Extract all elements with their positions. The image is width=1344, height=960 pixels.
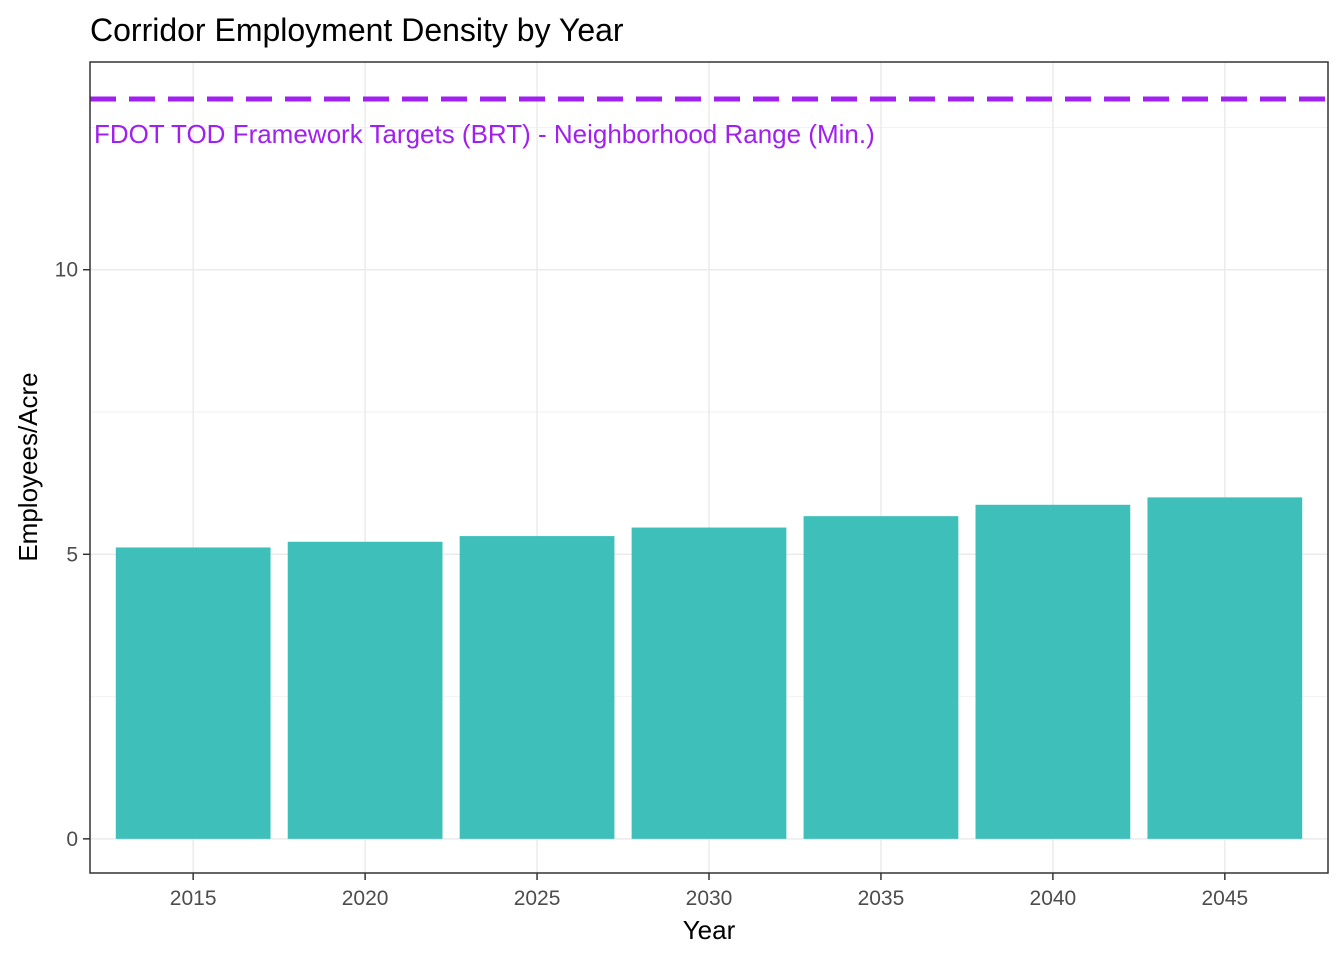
bar-2030 [631,527,787,839]
y-axis-title: Employees/Acre [13,372,43,561]
x-tick-label: 2020 [342,887,389,910]
bar-2035 [803,516,959,839]
x-axis-title: Year [683,915,736,945]
x-tick-label: 2030 [686,887,733,910]
y-axis: 0 5 10 [55,259,90,851]
x-axis: 2015 2020 2025 2030 2035 2040 2045 [170,873,1248,910]
y-tick-label: 10 [55,259,78,282]
reference-line-group: FDOT TOD Framework Targets (BRT) - Neigh… [90,96,1328,149]
x-tick-label: 2025 [514,887,561,910]
bar-2015 [115,547,271,839]
x-tick-label: 2015 [170,887,217,910]
bar-2025 [459,536,615,839]
y-tick-label: 5 [66,543,78,566]
bar-2040 [975,504,1131,839]
y-tick-label: 0 [66,828,78,851]
x-tick-label: 2035 [858,887,905,910]
reference-line-label: FDOT TOD Framework Targets (BRT) - Neigh… [94,119,875,149]
bars [115,497,1303,839]
bar-2020 [287,541,443,839]
bar-2045 [1147,497,1303,839]
chart-title: Corridor Employment Density by Year [90,12,624,48]
x-tick-label: 2040 [1030,887,1077,910]
x-tick-label: 2045 [1201,887,1248,910]
